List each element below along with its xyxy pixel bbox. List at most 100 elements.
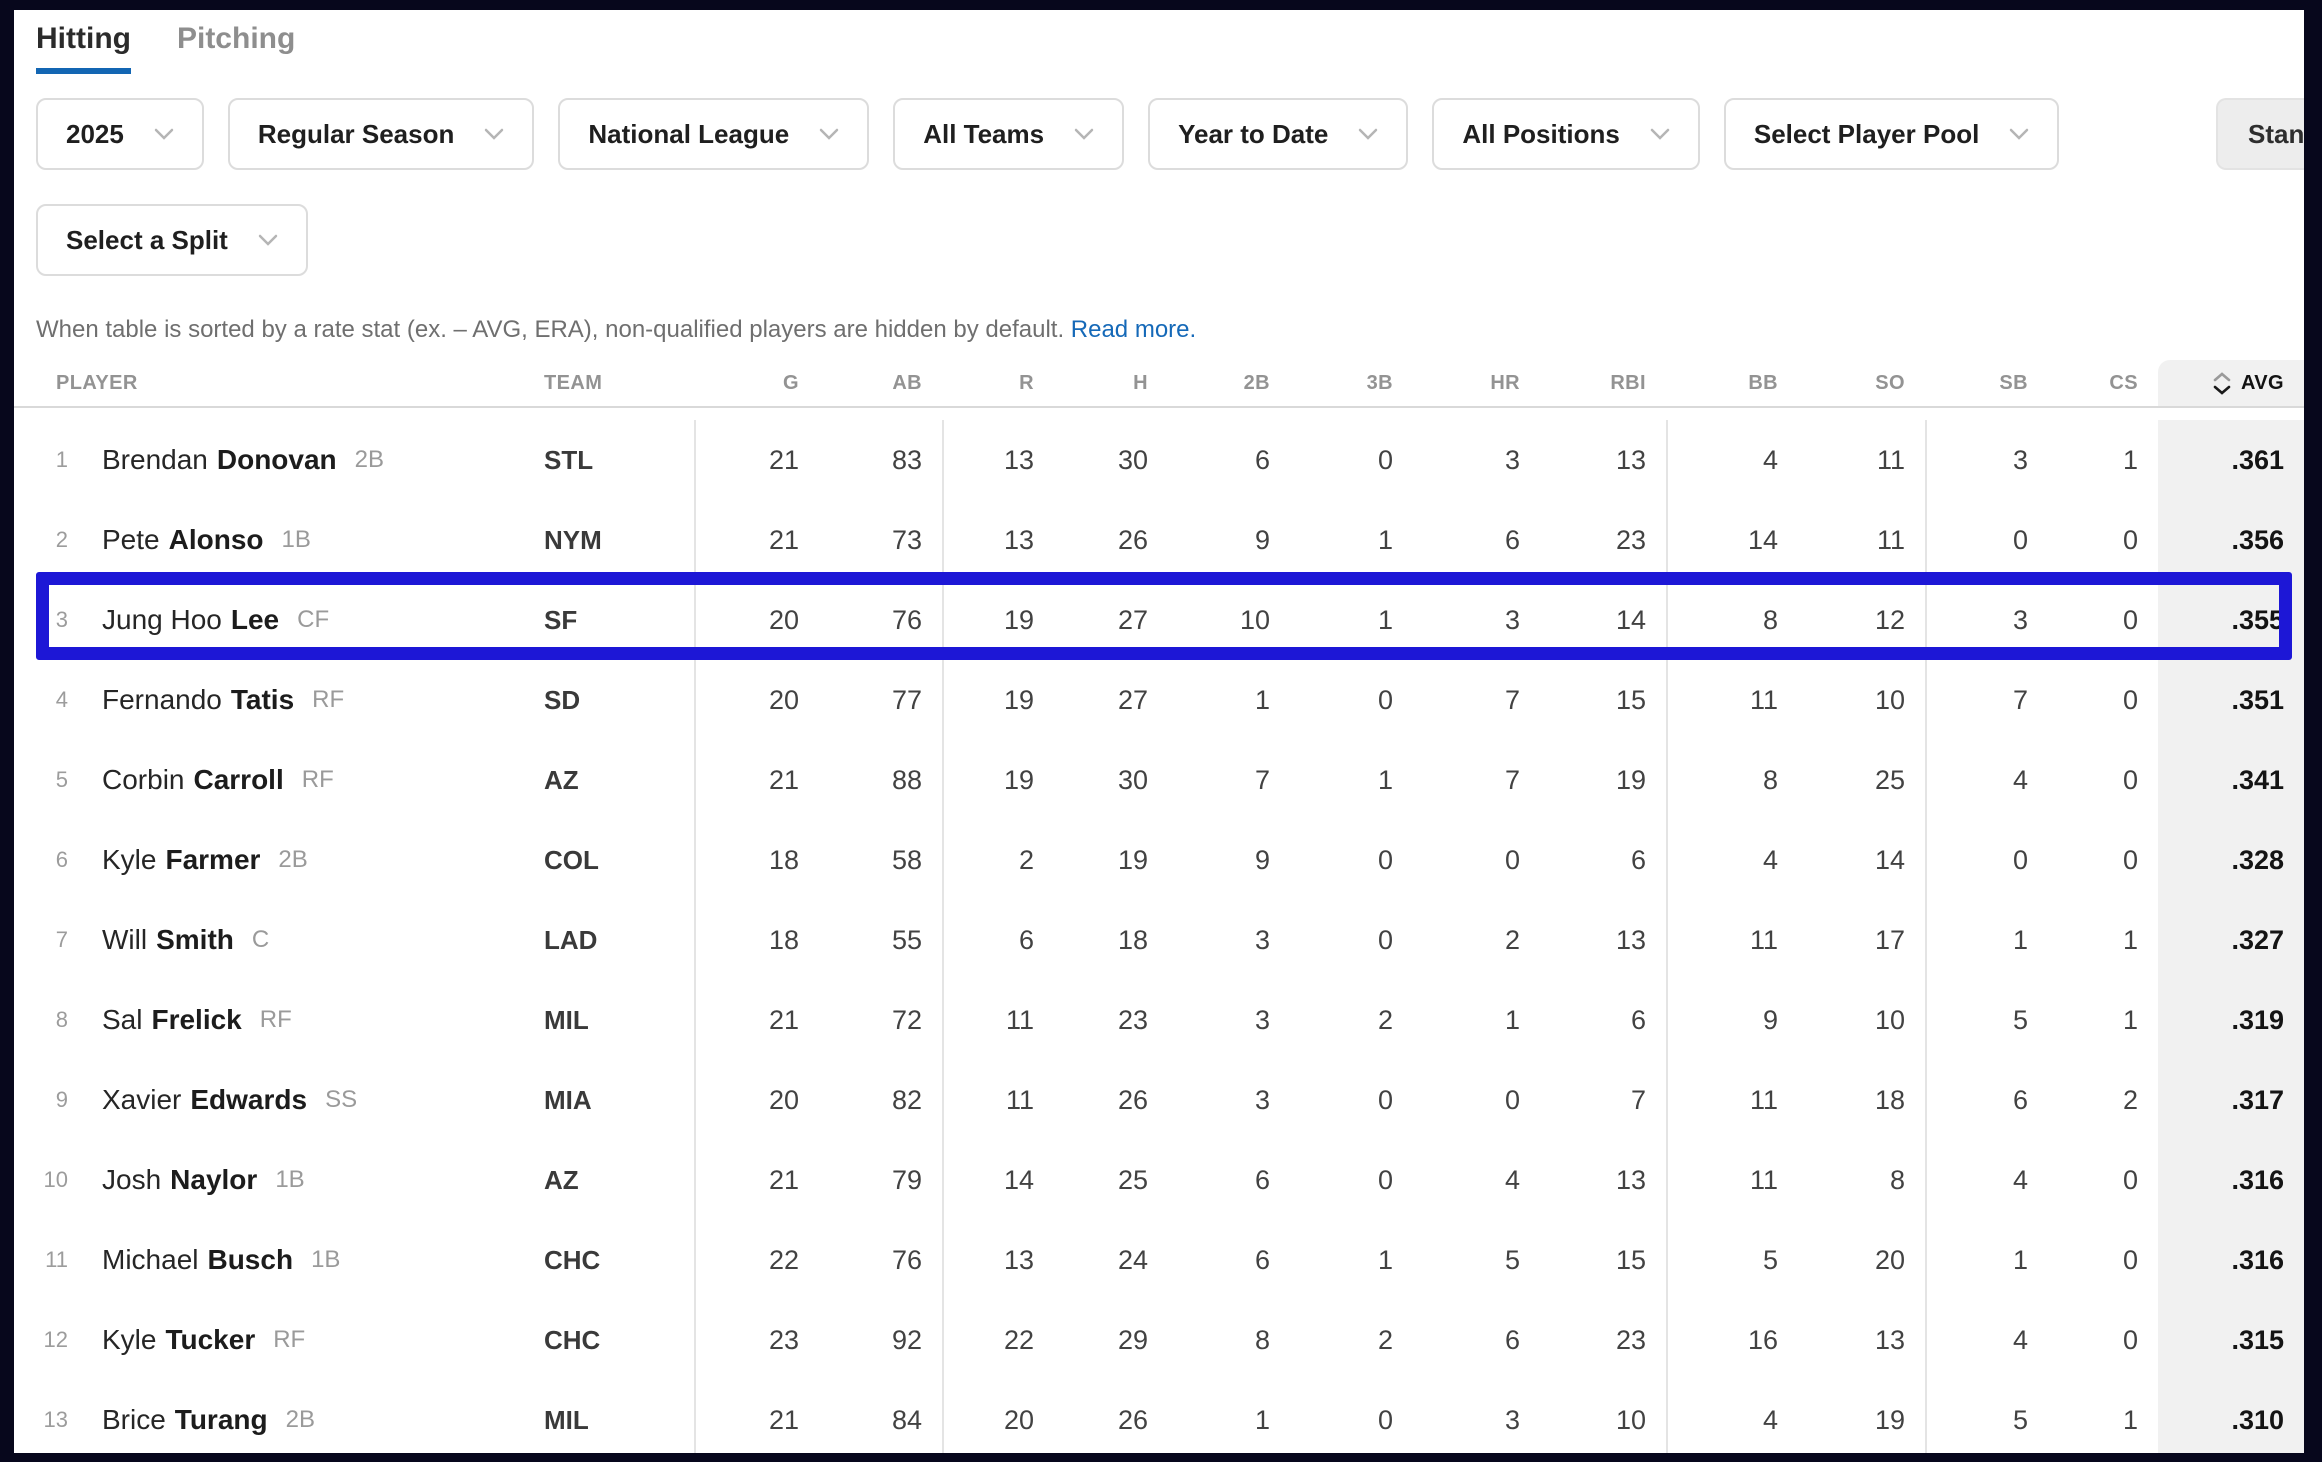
cell-r: 19 (942, 580, 1054, 660)
cell-rank: 7 (55, 927, 68, 952)
player-name-link[interactable]: Josh Naylor 1B (86, 1140, 538, 1220)
tab-hitting[interactable]: Hitting (36, 22, 131, 74)
cell-rank: 11 (45, 1247, 68, 1272)
cell-team: SD (544, 685, 581, 715)
player-name-link[interactable]: Brendan Donovan 2B (86, 420, 538, 500)
player-name-link[interactable]: Sal Frelick RF (86, 980, 538, 1060)
header-ab[interactable]: AB (892, 372, 922, 394)
player-position: RF (273, 1326, 306, 1353)
player-name-link[interactable]: Xavier Edwards SS (86, 1060, 538, 1140)
cell-bb: 8 (1666, 740, 1798, 820)
cell-hr: 0 (1504, 1085, 1520, 1115)
cell-r: 11 (942, 1060, 1054, 1140)
player-position: 1B (275, 1166, 305, 1193)
filter-dropdown-label: All Teams (923, 118, 1045, 149)
player-first-name: Corbin (102, 764, 185, 795)
filter-dropdown[interactable]: All Positions (1432, 98, 1700, 170)
filter-dropdown[interactable]: Year to Date (1148, 98, 1409, 170)
cell-rbi: 10 (1615, 1405, 1646, 1435)
header-rbi[interactable]: RBI (1610, 372, 1646, 394)
cell-3b: 0 (1377, 685, 1393, 715)
player-name-link[interactable]: Will Smith C (86, 900, 538, 980)
cell-rbi: 6 (1630, 1005, 1646, 1035)
cell-2b: 6 (1254, 1165, 1270, 1195)
header-3b[interactable]: 3B (1366, 372, 1393, 394)
header-avg[interactable]: AVG (2158, 360, 2304, 406)
cell-rbi: 6 (1630, 845, 1646, 875)
cell-g: 20 (694, 580, 819, 660)
cell-hr: 3 (1504, 1405, 1520, 1435)
player-name-link[interactable]: Michael Busch 1B (86, 1220, 538, 1300)
player-name-link[interactable]: Pete Alonso 1B (86, 500, 538, 580)
cell-team: MIA (544, 1085, 592, 1115)
player-last-name: Carroll (193, 764, 284, 795)
cell-sb: 5 (1925, 980, 2048, 1060)
cell-so: 14 (1874, 845, 1905, 875)
tab-pitching[interactable]: Pitching (176, 22, 296, 55)
player-first-name: Sal (102, 1004, 143, 1035)
split-dropdown[interactable]: Select a Split (36, 204, 308, 276)
header-hr[interactable]: HR (1490, 372, 1520, 394)
header-h[interactable]: H (1133, 372, 1148, 394)
player-name-link[interactable]: Kyle Farmer 2B (86, 820, 538, 900)
header-r[interactable]: R (1019, 372, 1034, 394)
player-position: 2B (354, 446, 385, 473)
cell-avg: .317 (2158, 1060, 2304, 1140)
filter-bar: 2025 Regular Season National League All … (14, 98, 2304, 170)
cell-avg: .351 (2158, 660, 2304, 740)
cell-3b: 1 (1377, 525, 1393, 555)
filter-dropdown[interactable]: National League (558, 98, 870, 170)
cell-r: 14 (942, 1140, 1054, 1220)
cell-2b: 9 (1254, 845, 1270, 875)
cell-h: 23 (1117, 1005, 1148, 1035)
filter-dropdown[interactable]: 2025 (36, 98, 204, 170)
player-name-link[interactable]: Brice Turang 2B (86, 1380, 538, 1453)
cell-rank: 13 (43, 1407, 68, 1432)
chevron-down-icon (1359, 128, 1378, 140)
cell-rank: 9 (55, 1087, 68, 1112)
player-first-name: Kyle (102, 1324, 157, 1355)
standard-toggle-button[interactable]: Stan (2216, 98, 2304, 170)
cell-cs: 0 (2122, 1325, 2138, 1355)
player-first-name: Brendan (102, 444, 208, 475)
filter-dropdown-label: Regular Season (257, 118, 455, 149)
player-position: RF (312, 686, 345, 713)
header-so[interactable]: SO (1875, 372, 1905, 394)
table-row: 7 Will Smith C LAD 18 55 6 18 3 0 2 13 11 17 1 1.327 (14, 900, 2304, 980)
player-first-name: Michael (102, 1244, 199, 1275)
player-name-link[interactable]: Kyle Tucker RF (86, 1300, 538, 1380)
cell-2b: 8 (1254, 1325, 1270, 1355)
sort-icon (2213, 371, 2231, 395)
table-row: 11 Michael Busch 1B CHC 22 76 13 24 6 1 5 15 5 20 1 0.31… (14, 1220, 2304, 1300)
cell-sb: 6 (1925, 1060, 2048, 1140)
filter-dropdown[interactable]: Regular Season (227, 98, 535, 170)
player-last-name: Busch (207, 1244, 294, 1275)
cell-so: 20 (1874, 1245, 1905, 1275)
cell-cs: 0 (2122, 1165, 2138, 1195)
header-g[interactable]: G (783, 372, 799, 394)
read-more-link[interactable]: Read more. (1070, 316, 1197, 343)
qualified-players-note: When table is sorted by a rate stat (ex.… (36, 316, 2304, 344)
cell-h: 26 (1117, 525, 1148, 555)
cell-g: 22 (694, 1220, 819, 1300)
cell-avg: .319 (2158, 980, 2304, 1060)
filter-dropdown[interactable]: Select Player Pool (1723, 98, 2060, 170)
filter-dropdown[interactable]: All Teams (893, 98, 1125, 170)
header-2b[interactable]: 2B (1243, 372, 1270, 394)
player-name-link[interactable]: Jung Hoo Lee CF (86, 580, 538, 660)
header-player[interactable]: PLAYER (56, 372, 138, 394)
cell-2b: 1 (1254, 685, 1270, 715)
header-cs[interactable]: CS (2109, 372, 2138, 394)
cell-hr: 4 (1504, 1165, 1520, 1195)
cell-hr: 7 (1504, 685, 1520, 715)
header-team[interactable]: TEAM (544, 372, 603, 394)
player-name-link[interactable]: Corbin Carroll RF (86, 740, 538, 820)
cell-2b: 6 (1254, 1245, 1270, 1275)
header-bb[interactable]: BB (1748, 372, 1778, 394)
player-name-link[interactable]: Fernando Tatis RF (86, 660, 538, 740)
cell-g: 18 (694, 820, 819, 900)
player-last-name: Edwards (190, 1084, 308, 1115)
header-sb[interactable]: SB (1999, 372, 2028, 394)
note-text: When table is sorted by a rate stat (ex.… (36, 316, 1065, 343)
cell-2b: 1 (1254, 1405, 1270, 1435)
